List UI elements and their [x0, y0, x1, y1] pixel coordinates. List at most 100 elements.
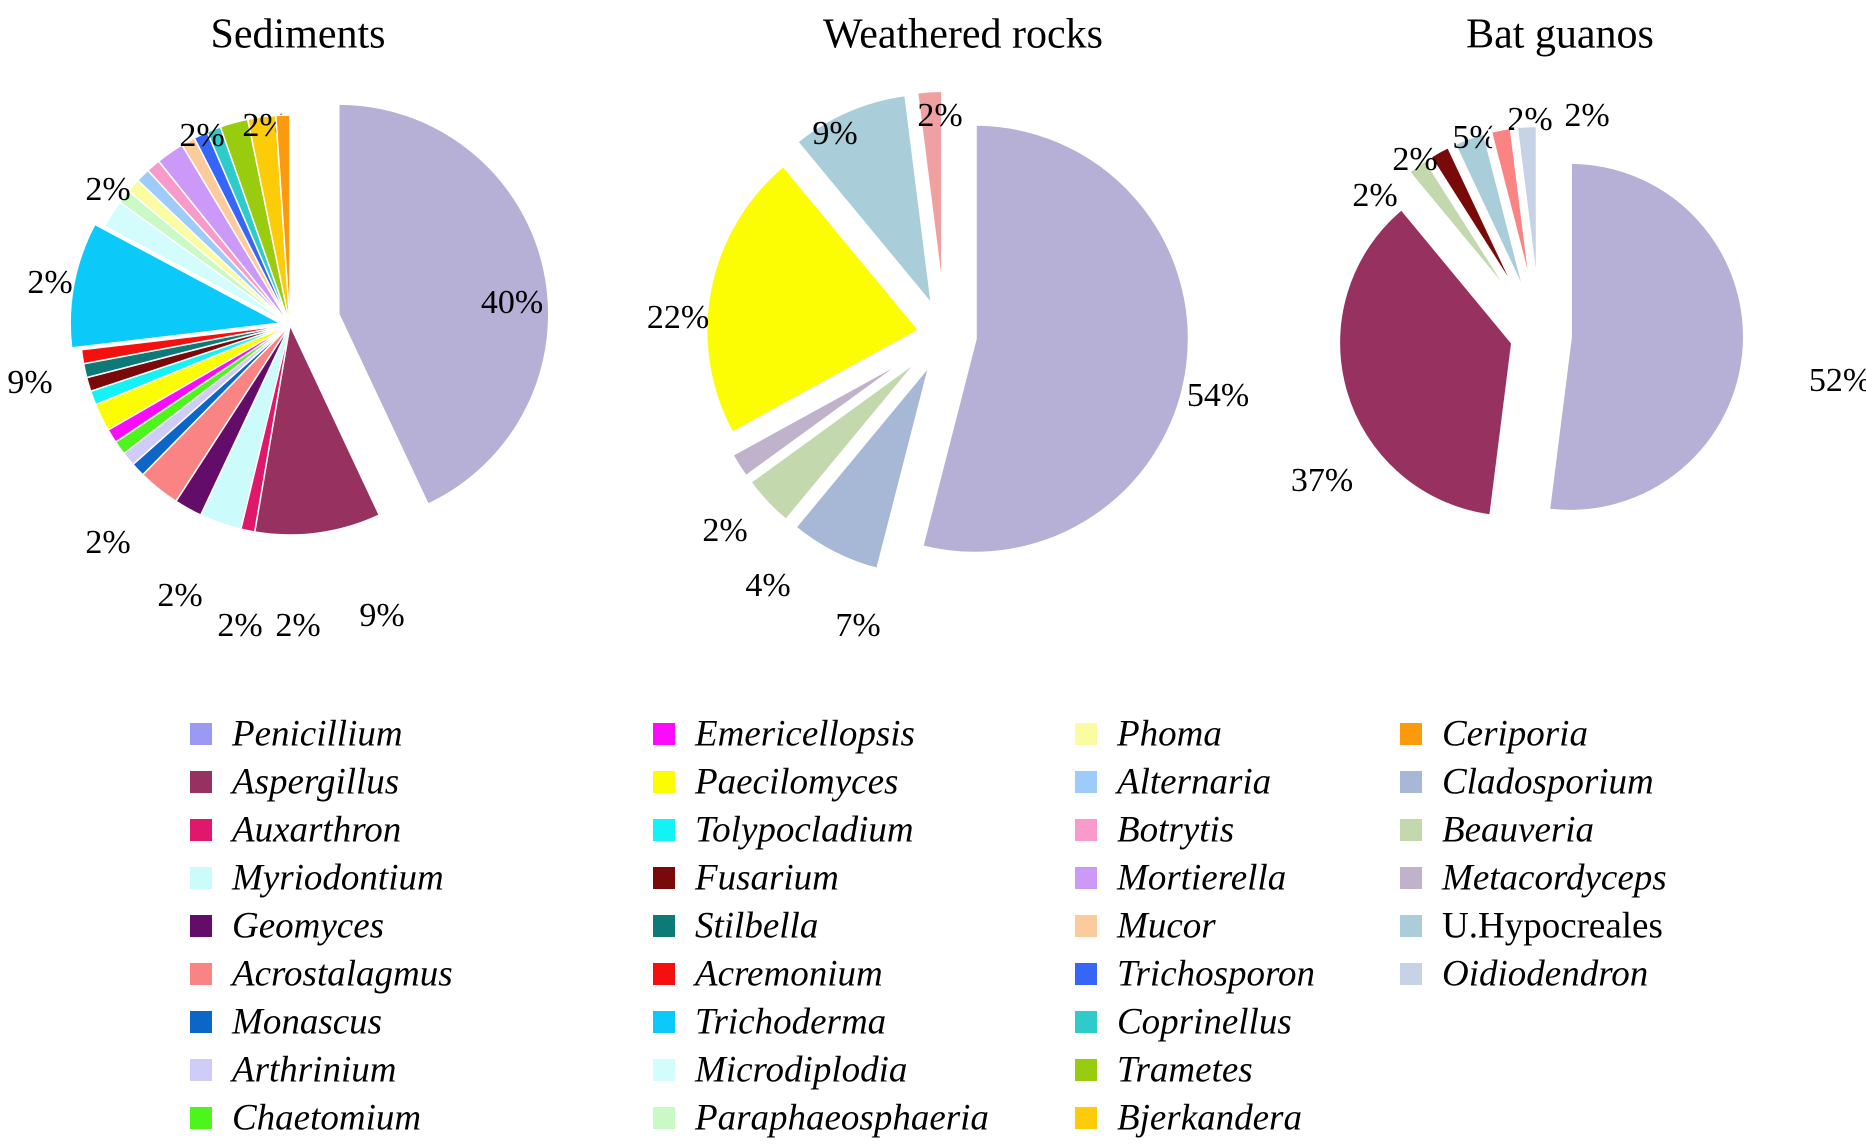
legend-swatch — [653, 1011, 675, 1033]
legend-swatch — [653, 771, 675, 793]
pie-data-label: 54% — [1187, 377, 1249, 414]
pie-slice-penicillium — [1545, 159, 1747, 514]
pie-slice-acrostalagmus — [913, 88, 946, 306]
legend-swatch — [653, 1107, 675, 1129]
pie-data-label: 7% — [835, 607, 880, 644]
pie-slice-u-hypocreales — [1450, 130, 1531, 303]
legend-swatch — [190, 867, 212, 889]
legend-swatch — [1400, 867, 1422, 889]
pie-slice-u-hypocreales — [793, 91, 936, 315]
pie-data-label: 2% — [85, 524, 130, 561]
legend-label: Microdiplodia — [694, 1049, 907, 1090]
legend-label: Auxarthron — [229, 809, 401, 850]
legend-label: Geomyces — [232, 905, 384, 946]
legend-swatch — [190, 1107, 212, 1129]
pie-slice-aspergillus — [253, 322, 381, 536]
pie-data-label: 2% — [275, 607, 320, 644]
legend-label: Metacordyceps — [1441, 857, 1667, 898]
pie-slice-paecilomyces — [703, 161, 924, 437]
legend-swatch — [1400, 723, 1422, 745]
legend-swatch — [190, 723, 212, 745]
pie-slice-penicillium — [338, 103, 550, 506]
pie-slice-cladosporium — [791, 360, 934, 573]
legend-label: Mortierella — [1116, 857, 1286, 898]
legend-swatch — [653, 1059, 675, 1081]
legend-swatch — [1400, 819, 1422, 841]
legend-label: Emericellopsis — [694, 713, 915, 754]
legend-swatch — [1075, 819, 1097, 841]
pie-data-label: 2% — [179, 117, 224, 154]
legend-label: Penicillium — [231, 713, 403, 754]
legend-label: Cladosporium — [1442, 761, 1654, 802]
legend-swatch — [1400, 915, 1422, 937]
legend-label: U.Hypocreales — [1442, 905, 1663, 946]
legend-label: Aspergillus — [229, 761, 399, 802]
legend-swatch — [1400, 771, 1422, 793]
pie-data-label: 22% — [647, 299, 709, 336]
pie-data-label: 2% — [1564, 97, 1609, 134]
legend-label: Trametes — [1117, 1049, 1253, 1090]
legend-label: Bjerkandera — [1117, 1097, 1302, 1138]
pie-slice-metacordyceps — [728, 349, 921, 481]
pie-title: Bat guanos — [1466, 12, 1654, 58]
legend-label: Acrostalagmus — [229, 953, 453, 994]
pie-data-label: 2% — [1392, 141, 1437, 178]
pie-data-label: 2% — [85, 171, 130, 208]
pie-slice-acremonium — [80, 324, 291, 365]
pie-slice-aspergillus — [1336, 205, 1516, 519]
legend-swatch — [653, 963, 675, 985]
legend-swatch — [653, 867, 675, 889]
legend-swatch — [1075, 1059, 1097, 1081]
pie-slice-trichoderma — [69, 223, 283, 349]
legend-label: Myriodontium — [231, 857, 444, 898]
legend-swatch — [1075, 771, 1097, 793]
legend-label: Trichosporon — [1117, 953, 1315, 994]
pie-slice-beauveria — [746, 353, 925, 525]
pie-title: Weathered rocks — [823, 12, 1103, 58]
legend-swatch — [190, 963, 212, 985]
legend: Penicillium Aspergillus Auxarthron Myriodon… — [190, 713, 1667, 1138]
legend-label: Chaetomium — [232, 1097, 421, 1138]
pie-data-label: 9% — [359, 597, 404, 634]
legend-swatch — [1075, 1107, 1097, 1129]
legend-label: Alternaria — [1114, 761, 1271, 802]
pie-slice-ceriporia — [275, 114, 291, 326]
pie-slice-acrostalagmus — [1487, 124, 1536, 302]
pie-data-label: 2% — [917, 97, 962, 134]
legend-swatch — [1075, 723, 1097, 745]
legend-swatch — [1075, 963, 1097, 985]
pie-data-label: 52% — [1809, 362, 1866, 399]
pie-slice-beauveria — [1405, 156, 1522, 308]
pie-data-label: 9% — [812, 115, 857, 152]
legend-swatch — [653, 723, 675, 745]
legend-swatch — [653, 819, 675, 841]
legend-label: Trichoderma — [695, 1001, 886, 1042]
pie-slice-oidiodendron — [1513, 123, 1540, 301]
legend-label: Paecilomyces — [694, 761, 898, 802]
legend-swatch — [1075, 1011, 1097, 1033]
legend-label: Paraphaeosphaeria — [694, 1097, 989, 1138]
legend-label: Monascus — [231, 1001, 382, 1042]
pie-data-label: 37% — [1291, 462, 1353, 499]
legend-swatch — [1075, 867, 1097, 889]
legend-label: Phoma — [1116, 713, 1222, 754]
pie-data-label: 2% — [157, 577, 202, 614]
legend-swatch — [190, 819, 212, 841]
pie-title: Sediments — [211, 12, 386, 58]
pie-data-label: 2% — [27, 264, 72, 301]
legend-label: Botrytis — [1117, 809, 1234, 850]
pie-slice-penicillium — [918, 121, 1192, 556]
legend-swatch — [190, 1011, 212, 1033]
pie-data-label: 9% — [7, 364, 52, 401]
pie-weathered-rocks: Weathered rocks 54% 7% 4% 2% 22% 9% 2% — [647, 12, 1249, 644]
legend-label: Ceriporia — [1442, 713, 1588, 754]
legend-label: Oidiodendron — [1442, 953, 1648, 994]
pie-data-label: 2% — [702, 512, 747, 549]
legend-label: Mucor — [1116, 905, 1216, 946]
legend-label: Acremonium — [692, 953, 883, 994]
legend-swatch — [190, 915, 212, 937]
legend-swatch — [1400, 963, 1422, 985]
